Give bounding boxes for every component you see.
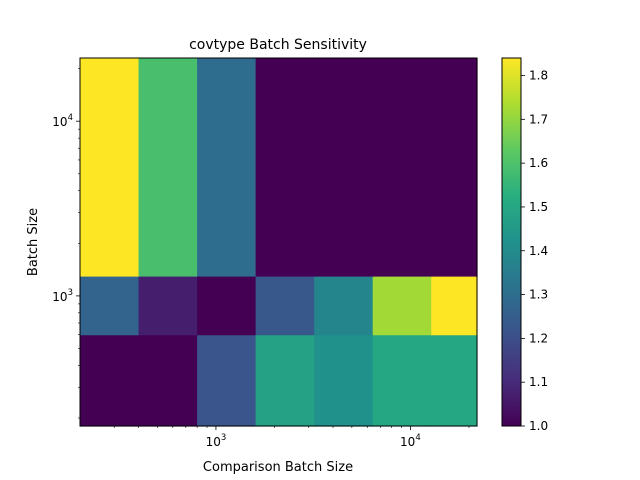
colorbar (501, 57, 522, 427)
x-major-ticks: 103 104 (206, 426, 421, 449)
heatmap-cell (431, 58, 478, 277)
heatmap-cell (314, 275, 374, 336)
colorbar-tick-label: 1.4 (529, 244, 548, 258)
y-tick-label: 104 (52, 113, 73, 129)
heatmap-cell (138, 58, 198, 277)
x-axis-label: Comparison Batch Size (203, 460, 353, 475)
colorbar-tick-label: 1.3 (529, 288, 548, 302)
y-major-ticks: 103 104 (52, 113, 80, 304)
colorbar-tick-label: 1.1 (529, 375, 548, 389)
heatmap-cell (372, 334, 432, 427)
heatmap-cell (372, 58, 432, 277)
heatmap-cell (255, 275, 315, 336)
heatmap-cell (80, 58, 140, 277)
heatmap-cell (138, 334, 198, 427)
colorbar-tick-label: 1.8 (529, 69, 548, 83)
heatmap-cell (80, 334, 140, 427)
heatmap-cell (138, 275, 198, 336)
heatmap-cell (255, 58, 315, 277)
heatmap-cell (431, 275, 478, 336)
chart-title: covtype Batch Sensitivity (189, 37, 367, 53)
heatmap-cell (431, 334, 478, 427)
y-minor-ticks (78, 68, 80, 419)
colorbar-ticks: 1.0 1.1 1.2 1.3 1.4 1.5 1.6 1.7 1.8 (521, 69, 548, 433)
y-axis-label: Batch Size (26, 208, 41, 276)
y-tick-label: 103 (52, 288, 73, 304)
heatmap-cell (255, 334, 315, 427)
colorbar-tick-label: 1.6 (529, 156, 548, 170)
heatmap-cell (314, 334, 374, 427)
x-tick-label: 104 (400, 433, 421, 449)
colorbar-tick-label: 1.7 (529, 112, 548, 126)
heatmap-cells (80, 58, 478, 427)
heatmap-cell (314, 58, 374, 277)
colorbar-tick-label: 1.2 (529, 331, 548, 345)
heatmap-cell (372, 275, 432, 336)
x-minor-ticks (113, 426, 470, 428)
heatmap-cell (80, 275, 140, 336)
plot-frame (79, 57, 478, 427)
heatmap-cell (197, 58, 257, 277)
colorbar-tick-label: 1.0 (529, 419, 548, 433)
heatmap-cell (197, 275, 257, 336)
colorbar-tick-label: 1.5 (529, 200, 548, 214)
heatmap-cell (197, 334, 257, 427)
x-tick-label: 103 (206, 433, 227, 449)
